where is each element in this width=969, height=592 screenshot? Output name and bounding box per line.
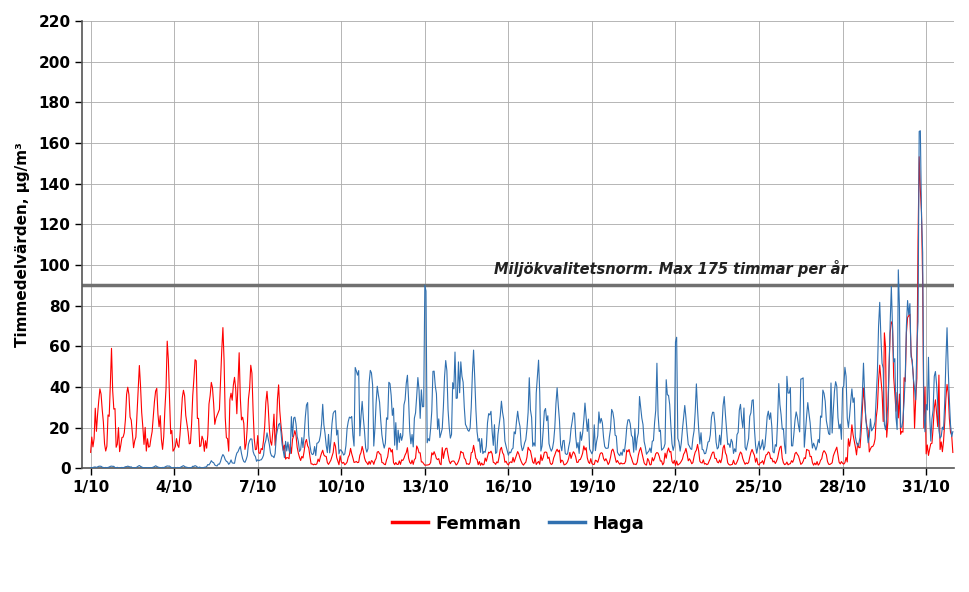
Text: Miljökvalitetsnorm. Max 175 timmar per år: Miljökvalitetsnorm. Max 175 timmar per å… [494, 260, 848, 277]
Y-axis label: Timmedelvärden, μg/m³: Timmedelvärden, μg/m³ [15, 142, 30, 347]
Legend: Femman, Haga: Femman, Haga [385, 507, 651, 540]
